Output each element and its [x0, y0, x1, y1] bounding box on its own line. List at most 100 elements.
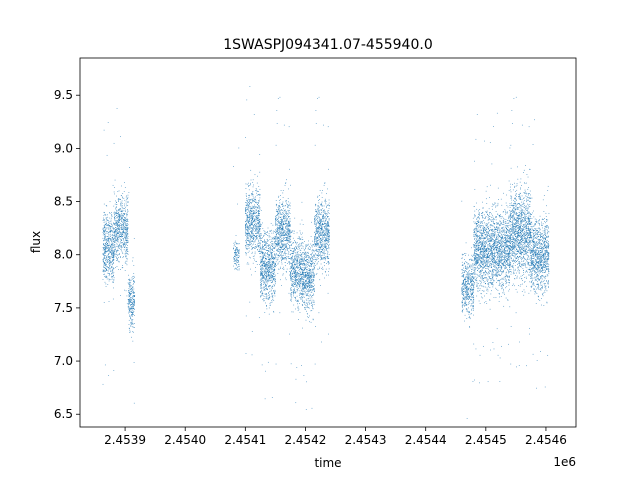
data-point	[304, 307, 306, 308]
data-point	[269, 269, 270, 271]
data-point	[278, 200, 280, 201]
data-point	[307, 255, 309, 256]
data-point	[281, 220, 283, 221]
data-point	[322, 235, 324, 236]
data-point	[261, 261, 263, 262]
data-point	[281, 222, 282, 224]
data-point	[112, 252, 114, 254]
data-point	[267, 241, 269, 242]
data-point	[288, 230, 290, 232]
data-point	[288, 221, 290, 222]
data-point	[276, 249, 278, 251]
data-point	[299, 290, 301, 292]
data-point	[302, 327, 303, 329]
data-point	[259, 227, 260, 229]
data-point	[273, 270, 275, 271]
data-point	[284, 205, 286, 207]
data-point	[106, 244, 107, 245]
data-point	[106, 277, 108, 278]
data-point	[306, 251, 308, 253]
data-point	[278, 242, 280, 243]
data-point	[104, 239, 106, 240]
data-point	[253, 215, 254, 217]
data-point	[301, 281, 303, 282]
data-point	[245, 224, 246, 226]
data-point	[268, 233, 270, 235]
data-point	[313, 263, 315, 265]
data-point	[322, 249, 323, 250]
data-point	[118, 212, 120, 214]
data-point	[291, 258, 293, 259]
data-point	[282, 232, 283, 234]
data-point	[234, 250, 236, 252]
data-point	[258, 194, 260, 195]
data-point	[130, 318, 132, 319]
data-point	[285, 235, 287, 236]
data-point	[128, 274, 129, 276]
data-point	[250, 209, 251, 211]
data-point	[267, 240, 269, 241]
data-point	[127, 227, 129, 228]
data-point	[106, 238, 108, 239]
data-point	[247, 201, 249, 203]
data-point	[115, 238, 117, 240]
data-point	[279, 249, 280, 250]
data-point	[105, 275, 107, 277]
data-point	[115, 237, 116, 239]
data-point	[252, 230, 254, 232]
data-point	[288, 204, 290, 206]
data-point	[308, 288, 310, 290]
data-point	[110, 271, 111, 272]
data-point	[105, 229, 106, 230]
data-point	[316, 229, 317, 231]
data-point	[102, 247, 104, 248]
data-point	[234, 252, 235, 254]
data-point	[281, 260, 282, 261]
data-point	[130, 288, 132, 290]
data-point	[131, 307, 133, 309]
data-point	[292, 268, 294, 270]
data-point	[316, 210, 317, 212]
data-point	[126, 231, 128, 233]
data-point	[236, 243, 238, 245]
data-point	[289, 236, 291, 238]
data-point	[104, 267, 106, 269]
data-point	[250, 210, 252, 212]
data-point	[258, 214, 260, 216]
data-point	[273, 279, 274, 280]
data-point	[128, 299, 130, 300]
data-point	[294, 260, 296, 262]
data-point	[277, 258, 279, 260]
data-point	[252, 191, 254, 192]
data-point	[310, 263, 311, 264]
data-point	[286, 214, 288, 216]
data-point	[279, 255, 281, 256]
data-point	[311, 264, 312, 265]
data-point	[261, 251, 263, 253]
data-point	[317, 268, 319, 270]
data-point	[289, 229, 290, 231]
data-point	[292, 261, 294, 263]
data-point	[262, 275, 264, 277]
data-point	[264, 242, 265, 243]
data-point	[282, 241, 284, 242]
data-point	[320, 213, 322, 215]
data-point	[256, 212, 257, 214]
data-points	[102, 86, 550, 419]
data-point	[278, 196, 279, 198]
data-point	[245, 233, 247, 235]
data-point	[114, 234, 115, 236]
data-point	[328, 202, 330, 204]
data-point	[286, 268, 288, 270]
data-point	[299, 264, 301, 266]
data-point	[108, 267, 109, 268]
data-point	[290, 250, 291, 251]
data-point	[263, 300, 265, 302]
data-point	[322, 253, 324, 255]
data-point	[307, 251, 309, 253]
data-point	[252, 206, 254, 208]
data-point	[112, 256, 114, 258]
data-point	[259, 235, 261, 237]
data-point	[295, 272, 297, 274]
data-point	[134, 304, 135, 306]
